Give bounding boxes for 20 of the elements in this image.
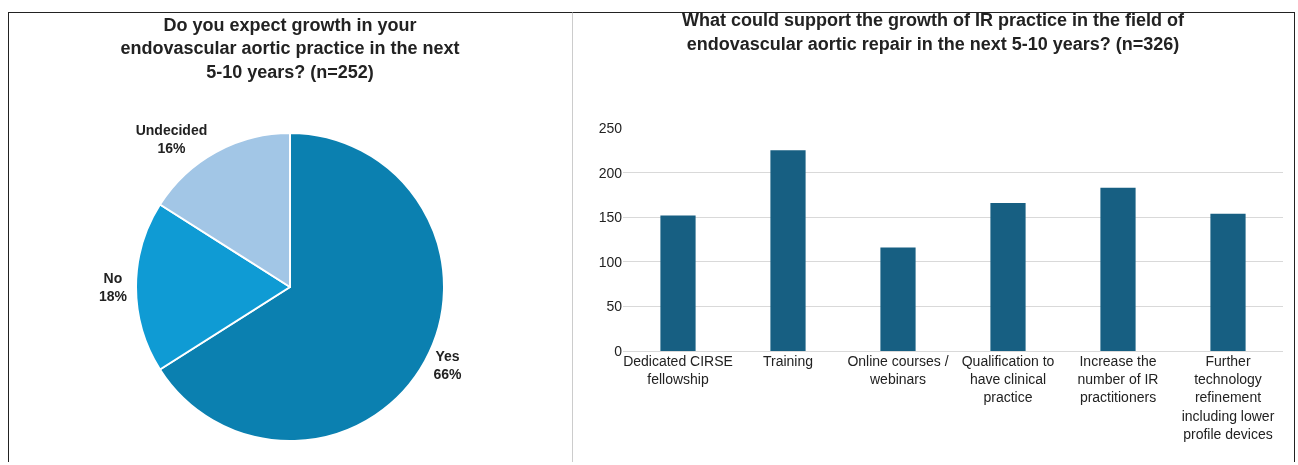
- slice-label: Yes: [435, 348, 460, 365]
- x-tick-label: Training: [762, 353, 814, 369]
- y-tick-label: 0: [614, 342, 623, 359]
- x-tick-label: Online courses / webinars: [847, 353, 949, 388]
- y-tick-label: 50: [606, 298, 623, 315]
- y-tick-label: 100: [598, 253, 623, 270]
- data-label: 16%: [157, 140, 187, 157]
- data-label: 66%: [433, 366, 463, 383]
- x-tick-label: Dedicated CIRSE fellowship: [623, 353, 733, 388]
- x-tick-label: Increase the number of IR practitioners: [1077, 353, 1159, 406]
- data-label: 18%: [98, 288, 128, 305]
- y-tick-label: 250: [598, 119, 623, 136]
- slice-label: Undecided: [135, 121, 208, 138]
- chart-title: Do you expect growth in your endovascular aortic practice in the next 5-10 years? (n=252): [120, 14, 460, 82]
- x-tick-label: Qualification to have clinical practice: [961, 353, 1055, 406]
- chart-title: What could support the growth of IR practice in the field of endovascular aortic repair in the next 5-10 years? (n=326): [682, 10, 1185, 54]
- y-tick-label: 150: [598, 209, 623, 226]
- slice-label: No: [103, 269, 123, 286]
- x-tick-label: Further technology refinement including lower profile devices: [1181, 353, 1275, 442]
- y-tick-label: 200: [598, 164, 623, 181]
